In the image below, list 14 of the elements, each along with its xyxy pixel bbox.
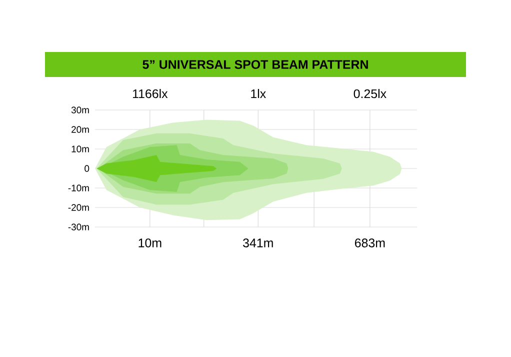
x-tick-label: 10m bbox=[138, 238, 162, 248]
y-tick-label: -10m bbox=[68, 184, 89, 192]
y-tick-label: 20m bbox=[72, 126, 89, 133]
y-tick-label: 10m bbox=[72, 146, 89, 152]
y-tick-label: 0 bbox=[84, 165, 90, 172]
text: 1lx bbox=[251, 88, 266, 98]
text: 1166lx bbox=[132, 88, 168, 98]
y-tick-label: 30m bbox=[71, 106, 89, 114]
text: 0.25lx bbox=[354, 88, 386, 98]
y-tick-label: -20m bbox=[68, 204, 89, 211]
x-tick-label: 683m bbox=[354, 238, 385, 248]
chart-title: 5” UNIVERSAL SPOT BEAM PATTERN bbox=[142, 60, 368, 69]
y-tick-label: -30m bbox=[68, 224, 89, 230]
x-tick-label: 341m bbox=[243, 238, 273, 248]
